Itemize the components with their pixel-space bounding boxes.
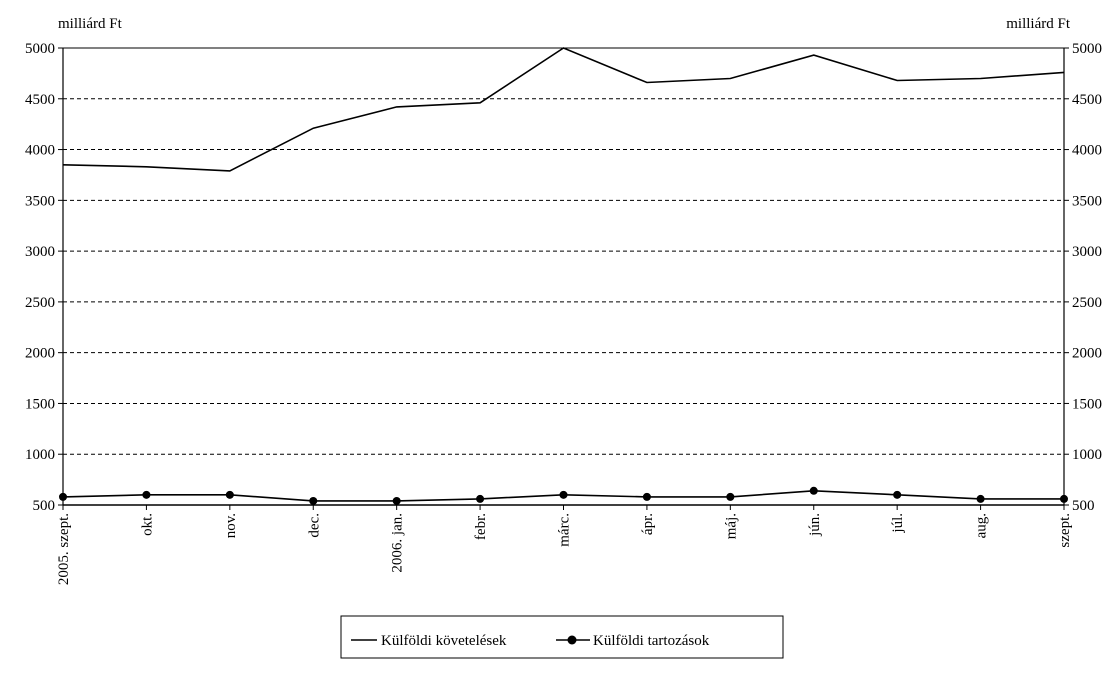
y-axis-right-unit: milliárd Ft xyxy=(1006,16,1071,32)
legend-marker-tartozasok xyxy=(567,635,577,645)
data-point xyxy=(142,490,151,499)
data-point xyxy=(809,486,818,495)
x-tick-label: 2006. jan. xyxy=(390,513,406,573)
legend-item-tartozasok: Külföldi tartozások xyxy=(556,633,710,649)
grid-lines xyxy=(63,47,1064,455)
data-point xyxy=(59,492,67,501)
y-axis-left-ticks: 500 1000 1500 2000 2500 3000 3500 4000 4500 5000 xyxy=(25,41,55,514)
legend-item-kovetelesek: Külföldi követelések xyxy=(351,633,507,649)
data-point xyxy=(1060,494,1068,503)
y-tick-label-right: 500 xyxy=(1072,498,1095,514)
x-tick-label: 2005. szept. xyxy=(56,513,72,585)
x-tick-label: febr. xyxy=(473,513,489,540)
y-tick-label-left: 2500 xyxy=(25,295,55,311)
x-tick-label: szept. xyxy=(1057,513,1073,548)
y-tick-label-left: 3500 xyxy=(25,193,55,209)
x-tick-label: jún. xyxy=(807,513,823,537)
legend-box xyxy=(340,615,784,659)
y-tick-label-right: 1000 xyxy=(1072,447,1102,463)
y-tick-label-left: 3000 xyxy=(25,244,55,260)
legend-label-tartozasok: Külföldi tartozások xyxy=(593,633,710,649)
data-point xyxy=(976,494,985,503)
series-1 xyxy=(59,486,1068,505)
x-tick-label: dec. xyxy=(306,513,322,538)
axes xyxy=(58,47,1069,510)
y-axis-right-ticks: 500 1000 1500 2000 2500 3000 3500 4000 4500 5000 xyxy=(1072,41,1102,514)
x-tick-label: máj. xyxy=(723,513,739,539)
data-point xyxy=(309,496,318,505)
y-tick-label-right: 5000 xyxy=(1072,41,1102,57)
x-axis-ticks: 2005. szept. okt. nov. dec. 2006. jan. febr. m… xyxy=(56,513,1073,585)
x-tick-label: ápr. xyxy=(640,513,656,535)
legend-label-kovetelesek: Külföldi követelések xyxy=(381,633,507,649)
data-point xyxy=(225,490,234,499)
y-axis-left-unit: milliárd Ft xyxy=(58,16,123,32)
y-tick-label-right: 2500 xyxy=(1072,295,1102,311)
y-tick-label-right: 1500 xyxy=(1072,396,1102,412)
x-tick-label: júl. xyxy=(890,513,906,534)
y-tick-label-left: 4000 xyxy=(25,143,55,159)
y-tick-label-right: 4500 xyxy=(1072,92,1102,108)
x-tick-label: nov. xyxy=(223,513,239,538)
y-tick-label-right: 4000 xyxy=(1072,143,1102,159)
y-tick-label-left: 500 xyxy=(33,498,56,514)
data-point xyxy=(893,490,902,499)
y-tick-label-left: 4500 xyxy=(25,92,55,108)
x-tick-label: okt. xyxy=(139,513,155,536)
data-point xyxy=(559,490,568,499)
data-point xyxy=(476,494,485,503)
y-tick-label-left: 2000 xyxy=(25,346,55,362)
series-0 xyxy=(62,47,1065,172)
x-tick-label: aug. xyxy=(974,513,990,538)
y-tick-label-left: 1500 xyxy=(25,396,55,412)
y-tick-label-right: 3500 xyxy=(1072,193,1102,209)
y-tick-label-left: 1000 xyxy=(25,447,55,463)
series xyxy=(59,47,1068,505)
y-tick-label-right: 3000 xyxy=(1072,244,1102,260)
y-tick-label-left: 5000 xyxy=(25,41,55,57)
data-point xyxy=(726,492,735,501)
y-tick-label-right: 2000 xyxy=(1072,346,1102,362)
x-tick-label: márc. xyxy=(557,513,573,547)
series-line-0 xyxy=(62,47,1065,172)
data-point xyxy=(392,496,401,505)
legend: Külföldi követelések Külföldi tartozások xyxy=(340,615,784,659)
data-point xyxy=(642,492,651,501)
